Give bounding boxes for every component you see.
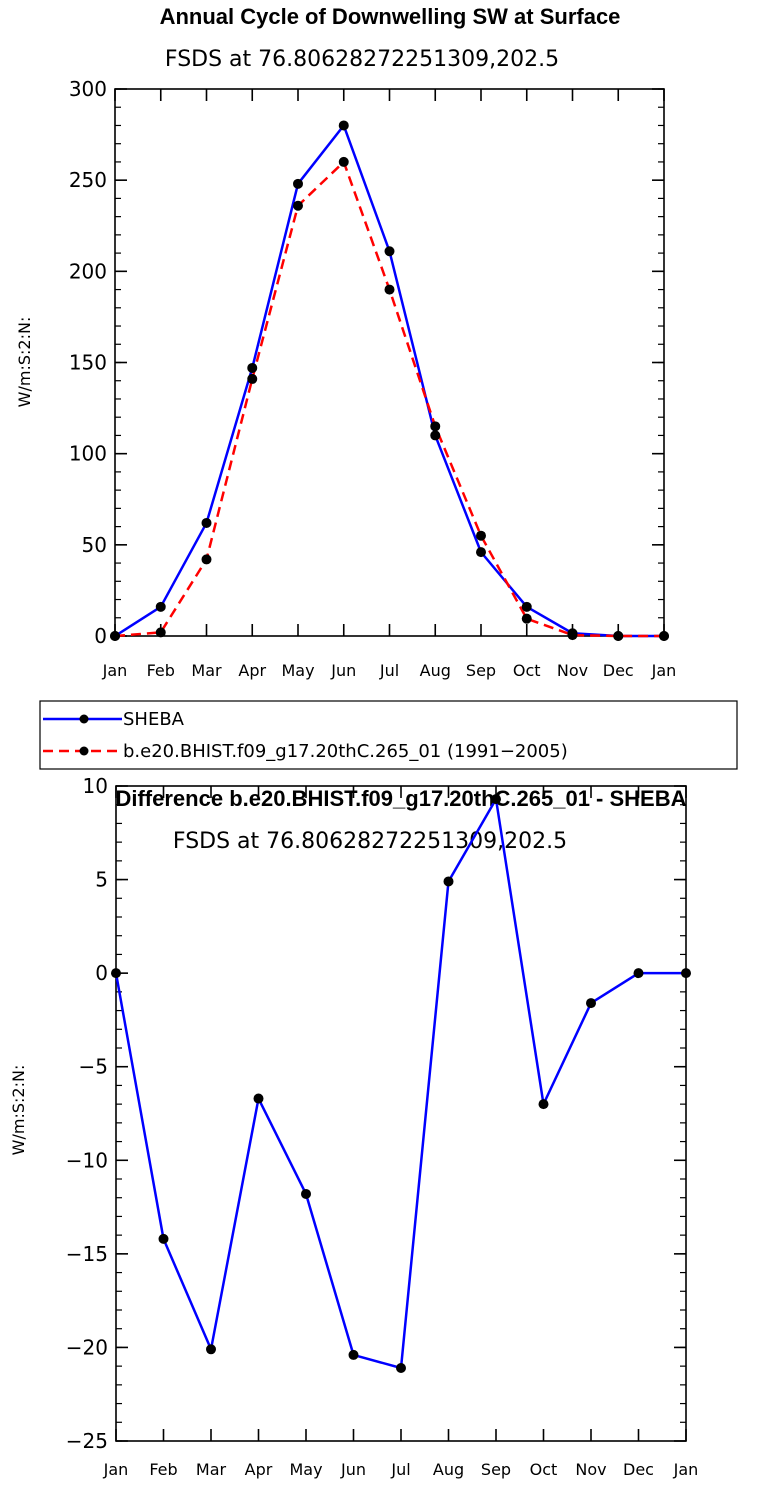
legend-box bbox=[39, 700, 738, 770]
x-tick-label: Apr bbox=[238, 661, 266, 680]
x-tick-label: May bbox=[289, 1460, 322, 1479]
x-tick-label: Apr bbox=[245, 1460, 273, 1479]
y-tick-label: −25 bbox=[66, 1429, 108, 1453]
x-tick-label: Oct bbox=[530, 1460, 558, 1479]
y-tick-label: 200 bbox=[69, 259, 107, 283]
data-point bbox=[293, 200, 303, 211]
x-tick-label: Jul bbox=[379, 661, 399, 680]
data-point bbox=[206, 1344, 216, 1355]
y-axis-title: W/m:S:2:N: bbox=[9, 1065, 28, 1156]
data-point bbox=[538, 1099, 549, 1110]
series-line bbox=[114, 160, 664, 638]
x-tick-label: Dec bbox=[603, 661, 634, 680]
data-point bbox=[443, 876, 454, 887]
series-line bbox=[114, 797, 686, 1370]
data-point bbox=[384, 284, 395, 295]
y-tick-label: −20 bbox=[66, 1335, 108, 1359]
data-point bbox=[396, 1363, 406, 1374]
y-tick-label: 150 bbox=[69, 351, 107, 375]
chart-subtitle: FSDS at 76.80628272251309,202.5 bbox=[165, 47, 559, 72]
data-point bbox=[521, 601, 532, 612]
y-tick-label: 5 bbox=[95, 868, 108, 892]
legend: SHEBA b.e20.BHIST.f09_g17.20thC.265_01 (… bbox=[39, 700, 738, 770]
x-tick-label: Mar bbox=[196, 1460, 227, 1479]
y-tick-label: 250 bbox=[69, 168, 107, 192]
data-point bbox=[110, 631, 120, 641]
x-tick-label: Feb bbox=[149, 1460, 177, 1479]
data-point bbox=[476, 547, 486, 558]
x-tick-label: Nov bbox=[557, 661, 588, 680]
plot-frame bbox=[115, 785, 687, 1442]
data-point bbox=[158, 1233, 169, 1244]
chart-subtitle: FSDS at 76.80628272251309,202.5 bbox=[173, 829, 567, 854]
data-point bbox=[521, 613, 532, 624]
x-tick-label: Oct bbox=[513, 661, 541, 680]
x-tick-label: Aug bbox=[420, 661, 451, 680]
plot-area: 0 50 100 150 200 250 300 Jan Feb Mar Apr May Jun Jul A… bbox=[69, 77, 677, 680]
x-tick-label: Jan bbox=[651, 661, 677, 680]
data-point bbox=[111, 968, 121, 979]
data-point bbox=[681, 968, 691, 979]
y-tick-label: 10 bbox=[83, 774, 108, 798]
x-tick-label: Jul bbox=[390, 1460, 410, 1479]
y-tick-label: −5 bbox=[79, 1055, 108, 1079]
data-point bbox=[633, 968, 644, 979]
data-point bbox=[567, 630, 578, 641]
data-point bbox=[338, 120, 349, 131]
legend-marker-model bbox=[79, 746, 89, 756]
x-tick-label: Feb bbox=[147, 661, 175, 680]
y-tick-label: 50 bbox=[82, 533, 107, 557]
x-tick-label: Sep bbox=[466, 661, 496, 680]
data-point bbox=[253, 1093, 264, 1104]
data-point bbox=[491, 794, 501, 805]
y-axis-title: W/m:S:2:N: bbox=[15, 317, 34, 408]
difference-chart: Difference b.e20.BHIST.f09_g17.20thC.265… bbox=[9, 774, 698, 1479]
legend-marker-sheba bbox=[79, 714, 89, 724]
x-tick-label: Jan bbox=[673, 1460, 699, 1479]
y-tick-label: 0 bbox=[95, 961, 108, 985]
plot-area: 10 5 0 −5 −10 −15 −20 −25 Jan Feb Mar Apr May Jun Jul A… bbox=[66, 774, 699, 1479]
data-point bbox=[338, 156, 349, 167]
legend-label-sheba: SHEBA bbox=[123, 709, 185, 730]
y-tick-label: −10 bbox=[66, 1148, 108, 1172]
x-tick-label: Sep bbox=[481, 1460, 511, 1479]
legend-label-model: b.e20.BHIST.f09_g17.20thC.265_01 (1991−2… bbox=[123, 741, 568, 762]
data-point bbox=[247, 373, 258, 384]
y-tick-label: 100 bbox=[69, 442, 107, 466]
data-point bbox=[348, 1349, 359, 1360]
data-point bbox=[293, 178, 303, 189]
x-tick-label: Jun bbox=[340, 1460, 366, 1479]
data-point bbox=[586, 998, 596, 1009]
data-point bbox=[384, 246, 395, 257]
data-point bbox=[201, 517, 212, 528]
x-tick-label: Jun bbox=[330, 661, 356, 680]
data-point bbox=[247, 362, 258, 373]
y-tick-label: 300 bbox=[69, 77, 107, 101]
x-tick-label: Jan bbox=[102, 661, 128, 680]
x-tick-label: Nov bbox=[575, 1460, 606, 1479]
x-tick-label: May bbox=[281, 661, 314, 680]
x-tick-label: Dec bbox=[623, 1460, 654, 1479]
x-tick-label: Mar bbox=[191, 661, 222, 680]
data-point bbox=[201, 554, 212, 565]
data-point bbox=[659, 631, 669, 641]
y-tick-label: −15 bbox=[66, 1242, 108, 1266]
chart-title: Annual Cycle of Downwelling SW at Surfac… bbox=[160, 4, 621, 29]
x-tick-label: Jan bbox=[103, 1460, 129, 1479]
annual-cycle-chart: Annual Cycle of Downwelling SW at Surfac… bbox=[15, 4, 676, 680]
data-point bbox=[301, 1188, 311, 1199]
plot-frame bbox=[114, 88, 665, 637]
y-tick-label: 0 bbox=[94, 624, 107, 648]
data-point bbox=[430, 430, 441, 441]
data-point bbox=[155, 627, 166, 638]
data-point bbox=[613, 631, 624, 641]
data-point bbox=[430, 421, 441, 432]
x-tick-label: Aug bbox=[433, 1460, 464, 1479]
data-point bbox=[476, 530, 486, 541]
data-point bbox=[155, 601, 166, 612]
series-line bbox=[114, 124, 664, 638]
